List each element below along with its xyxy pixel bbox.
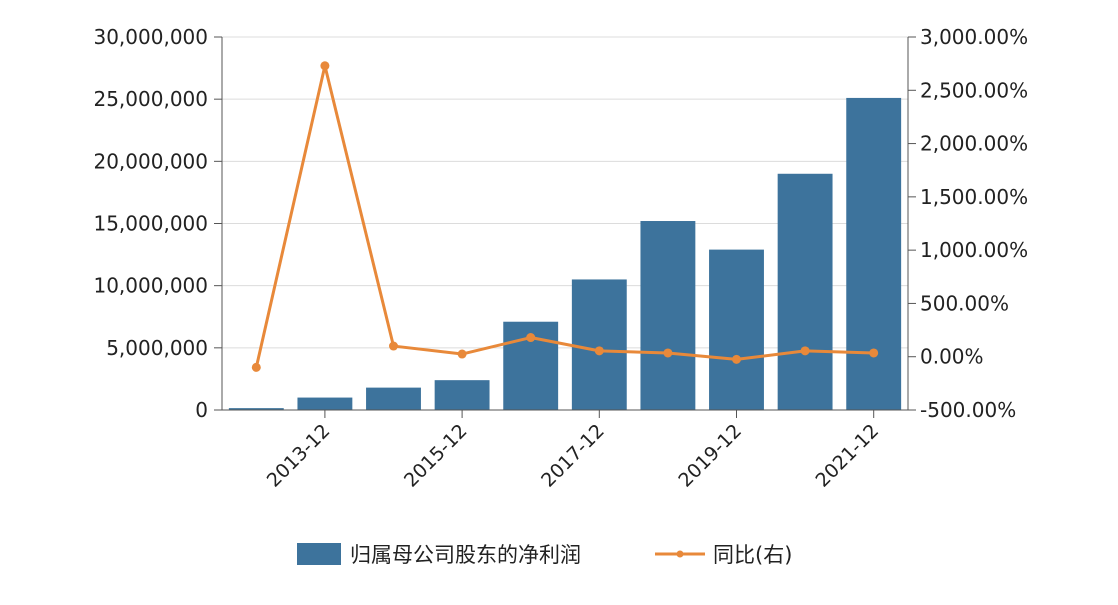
bar: [640, 221, 696, 410]
y-right-tick-label: 2,500.00%: [920, 78, 1028, 102]
x-tick-label: 2019-12: [674, 420, 746, 492]
bar: [366, 387, 421, 410]
line-point: [457, 349, 467, 359]
line-point: [320, 61, 330, 71]
y-right-tick-label: 500.00%: [920, 291, 1009, 315]
y-right-tick-label: 0.00%: [920, 345, 984, 369]
bar-series: [228, 97, 902, 410]
legend-line-marker: [676, 550, 684, 558]
y-left-tick-label: 0: [195, 398, 208, 422]
y-left-tick-label: 25,000,000: [93, 87, 208, 111]
bar: [777, 173, 833, 410]
legend-bar-swatch: [297, 543, 341, 565]
axes: [214, 36, 916, 418]
bar: [228, 408, 284, 410]
y-right-tick-label: 2,000.00%: [920, 132, 1028, 156]
bar: [434, 380, 490, 410]
line-point: [800, 346, 810, 356]
line-point: [663, 348, 673, 358]
y-right-tick-label: 1,500.00%: [920, 185, 1028, 209]
bar: [571, 279, 627, 410]
line-point: [869, 348, 879, 358]
x-tick-label: 2017-12: [537, 420, 609, 492]
x-tick-label: 2021-12: [812, 420, 884, 492]
y-left-tick-label: 10,000,000: [93, 274, 208, 298]
bar: [297, 397, 353, 410]
bar: [846, 97, 902, 410]
y-left-tick-label: 20,000,000: [93, 149, 208, 173]
line-point: [251, 362, 261, 372]
x-tick-label: 2015-12: [400, 420, 472, 492]
bar: [709, 249, 764, 410]
line-series-path: [254, 64, 874, 368]
legend-bar-label: 归属母公司股东的净利润: [350, 543, 581, 567]
y-left-tick-label: 5,000,000: [106, 336, 208, 360]
y-right-tick-label: -500.00%: [920, 398, 1016, 422]
line-series: [251, 61, 879, 372]
y-right-tick-label: 1,000.00%: [920, 238, 1028, 262]
line-point: [526, 333, 536, 343]
y-left-tick-label: 30,000,000: [93, 25, 208, 49]
legend: 归属母公司股东的净利润 同比(右): [297, 543, 792, 567]
y-left-tick-label: 15,000,000: [93, 212, 208, 236]
legend-line-label: 同比(右): [713, 543, 792, 567]
y-right-tick-label: 3,000.00%: [920, 25, 1028, 49]
line-point: [594, 346, 604, 356]
x-tick-label: 2013-12: [263, 420, 335, 492]
line-point: [732, 354, 741, 364]
line-point: [389, 341, 398, 351]
